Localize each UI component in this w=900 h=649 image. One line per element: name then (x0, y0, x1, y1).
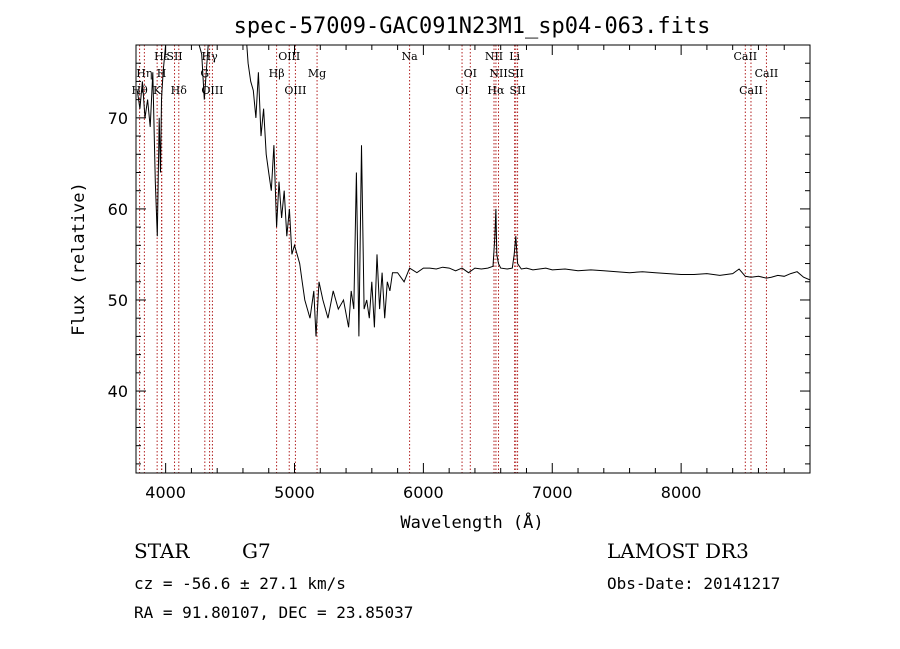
obs-date: Obs-Date: 20141217 (607, 574, 781, 593)
line-marker-label-4: K (153, 84, 162, 97)
line-marker-label-24: CaII (755, 67, 779, 80)
line-marker-label-21: Hα (487, 84, 505, 97)
line-marker-label-8: G (200, 67, 209, 80)
x-axis-label: Wavelength (Å) (400, 511, 543, 533)
line-marker-label-11: Hβ (269, 67, 285, 80)
object-subclass: G7 (242, 539, 271, 563)
x-tick-label-6000: 6000 (403, 483, 444, 502)
redshift-readout: cz = -56.6 ± 27.1 km/s (134, 574, 346, 593)
spectrum-line (136, 45, 810, 337)
x-axis-ticks: 4000 5000 6000 7000 8000 (145, 45, 811, 502)
line-marker-label-1: SII (166, 50, 182, 63)
line-marker-label-25: CaII (739, 84, 763, 97)
y-tick-label-60: 60 (108, 200, 128, 219)
line-marker-label-23: CaII (733, 50, 757, 63)
line-marker-label-7: Hγ (201, 50, 218, 63)
line-marker-label-9: OIII (201, 84, 223, 97)
y-axis-label: Flux (relative) (69, 182, 89, 336)
y-tick-label-50: 50 (108, 291, 128, 310)
coordinates: RA = 91.80107, DEC = 23.85037 (134, 603, 414, 622)
chart-title: spec-57009-GAC091N23M1_sp04-063.fits (234, 14, 711, 39)
line-marker-label-17: NII (485, 50, 503, 63)
x-tick-label-7000: 7000 (532, 483, 573, 502)
line-marker-label-16: OI (455, 84, 468, 97)
plot-frame (135, 44, 811, 474)
line-marker-label-5: H (157, 67, 167, 80)
line-marker-label-18: Li (509, 50, 520, 63)
y-axis-ticks: 40 50 60 70 (108, 44, 810, 465)
survey-name: LAMOST DR3 (607, 539, 749, 563)
line-marker-label-6: Hδ (171, 84, 188, 97)
line-marker-label-13: Mg (308, 67, 326, 80)
x-tick-label-4000: 4000 (145, 483, 186, 502)
y-tick-label-70: 70 (108, 109, 128, 128)
x-tick-label-8000: 8000 (661, 483, 702, 502)
x-tick-label-5000: 5000 (274, 483, 315, 502)
line-marker-label-20: SII (508, 67, 524, 80)
line-marker-label-19: NII (489, 67, 507, 80)
line-marker-label-15: OI (464, 67, 477, 80)
object-type: STAR (134, 539, 190, 563)
line-marker-label-14: Na (402, 50, 419, 63)
y-tick-label-40: 40 (108, 382, 128, 401)
line-marker-label-10: OIII (278, 50, 300, 63)
line-marker-label-2: Hη (136, 67, 152, 80)
line-markers (139, 45, 767, 473)
line-marker-label-12: OIII (284, 84, 306, 97)
line-marker-label-22: SII (509, 84, 525, 97)
line-marker-label-3: Hθ (131, 84, 148, 97)
